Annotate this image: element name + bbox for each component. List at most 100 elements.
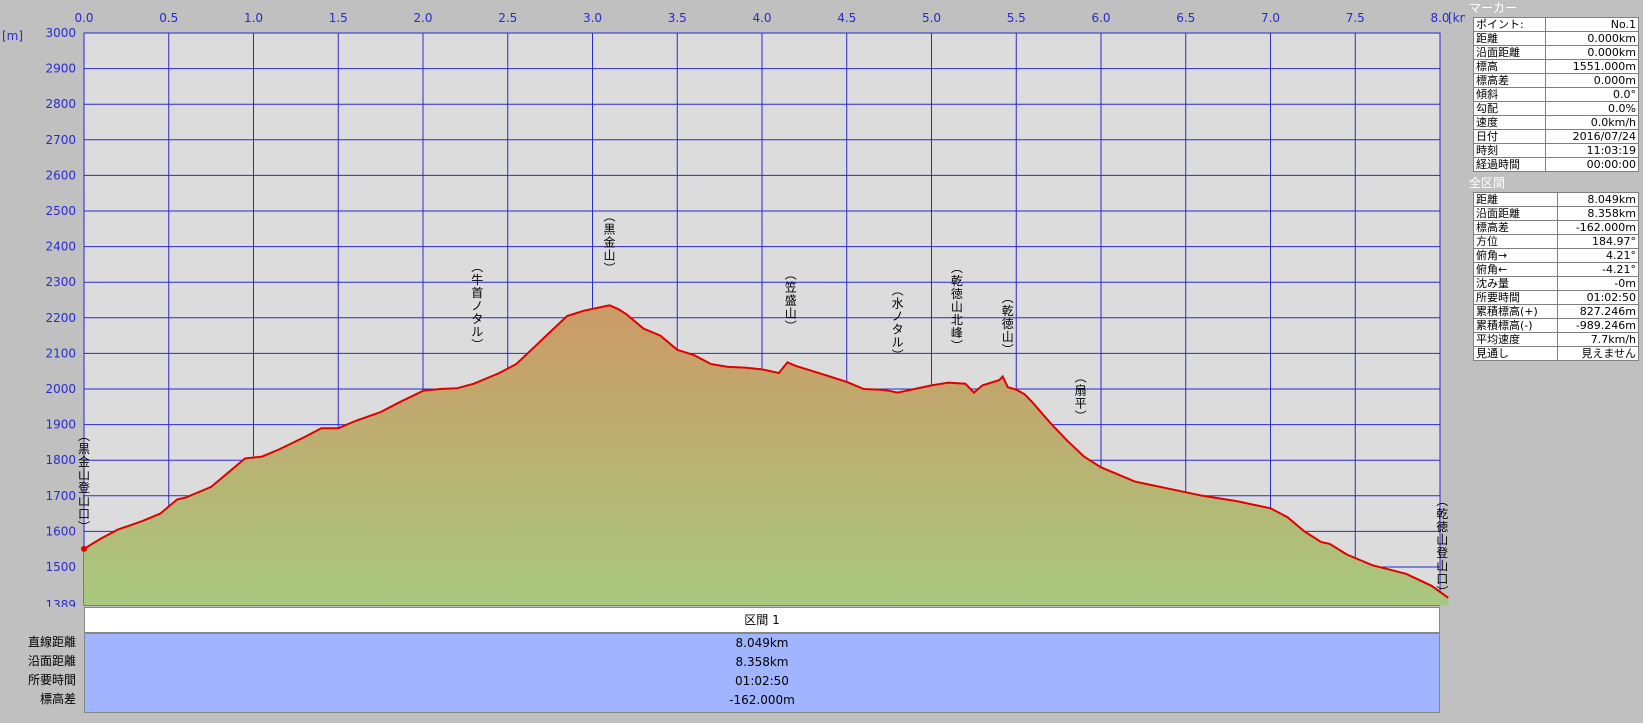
marker-label: 経過時間 <box>1473 157 1546 172</box>
y-tick-label: 1600 <box>45 524 76 538</box>
total-value: -989.246m <box>1556 318 1640 333</box>
total-label: 標高差 <box>1473 220 1558 235</box>
total-label: 所要時間 <box>1473 290 1558 305</box>
y-tick-label: 2300 <box>45 275 76 289</box>
marker-row: 日付 2016/07/24 <box>1473 129 1640 144</box>
total-row: 沈み量 -0m <box>1473 276 1640 291</box>
marker-value: 00:00:00 <box>1544 157 1640 172</box>
y-tick-label: 3000 <box>45 26 76 40</box>
marker-value: 0.0° <box>1544 87 1640 102</box>
marker-value: No.1 <box>1544 17 1640 32</box>
total-row: 俯角→ 4.21° <box>1473 248 1640 263</box>
total-value: 見えません <box>1556 346 1640 361</box>
total-label: 俯角← <box>1473 262 1558 277</box>
x-tick-label: 0.0 <box>74 11 93 25</box>
marker-value: 0.000m <box>1544 73 1640 88</box>
marker-row: 傾斜 0.0° <box>1473 87 1640 102</box>
x-tick-label: 8.0 <box>1430 11 1449 25</box>
peak-label: ︵牛首ノタル︶ <box>471 260 483 352</box>
total-value: 4.21° <box>1556 248 1640 263</box>
marker-label: 日付 <box>1473 129 1546 144</box>
marker-value: 0.0% <box>1544 101 1640 116</box>
x-unit-label: [km] <box>1448 11 1465 25</box>
total-label: 沈み量 <box>1473 276 1558 291</box>
marker-value: 1551.000m <box>1544 59 1640 74</box>
y-tick-label: 2000 <box>45 382 76 396</box>
marker-label: 勾配 <box>1473 101 1546 116</box>
section-row-value: 8.049km <box>735 636 789 650</box>
x-tick-label: 7.0 <box>1261 11 1280 25</box>
peak-label: ︵乾徳山登山口︶ <box>1436 494 1448 599</box>
y-tick-label: 2200 <box>45 311 76 325</box>
y-tick-label: 1700 <box>45 489 76 503</box>
section-row-value: -162.000m <box>729 693 795 707</box>
y-tick-label: 1900 <box>45 418 76 432</box>
section-row-label: 標高差 <box>39 692 76 706</box>
peak-label: ︵乾徳山︶ <box>1002 291 1014 357</box>
total-row: 所要時間 01:02:50 <box>1473 290 1640 305</box>
total-label: 見通し <box>1473 346 1558 361</box>
y-tick-label: 2700 <box>45 133 76 147</box>
total-value: -162.000m <box>1556 220 1640 235</box>
section-labels: 直線距離沿面距離所要時間標高差 <box>0 633 80 709</box>
current-point-marker[interactable] <box>81 545 87 552</box>
total-value: -4.21° <box>1556 262 1640 277</box>
y-tick-label: 1800 <box>45 453 76 467</box>
marker-value: 0.0km/h <box>1544 115 1640 130</box>
y-tick-label: 2500 <box>45 204 76 218</box>
y-tick-label: 2600 <box>45 168 76 182</box>
marker-label: 標高 <box>1473 59 1546 74</box>
peak-label: ︵水ノタル︶ <box>892 284 904 363</box>
marker-label: 沿面距離 <box>1473 45 1546 60</box>
total-value: 8.049km <box>1556 192 1640 207</box>
marker-value: 11:03:19 <box>1544 143 1640 158</box>
section-summary: 区間 1 直線距離 沿面距離 所要時間 標高差 8.049km 8.358km 01:02… <box>0 607 1465 723</box>
total-row: 平均速度 7.7km/h <box>1473 332 1640 347</box>
x-tick-label: 2.5 <box>498 11 517 25</box>
total-row: 見通し 見えません <box>1473 346 1640 361</box>
total-row: 沿面距離 8.358km <box>1473 206 1640 221</box>
total-label: 累積標高(+) <box>1473 304 1558 319</box>
total-value: 8.358km <box>1556 206 1640 221</box>
x-tick-label: 5.5 <box>1007 11 1026 25</box>
peak-label: ︵扇平︶ <box>1075 370 1087 423</box>
marker-value: 0.000km <box>1544 45 1640 60</box>
total-value: 7.7km/h <box>1556 332 1640 347</box>
y-tick-label: 2100 <box>45 346 76 360</box>
marker-panel-title: マーカー <box>1469 1 1518 15</box>
section-header[interactable]: 区間 1 <box>84 607 1440 633</box>
total-row: 距離 8.049km <box>1473 192 1640 207</box>
peak-label: ︵黒金山登山口︶ <box>78 429 90 534</box>
total-value: 827.246m <box>1556 304 1640 319</box>
elevation-area <box>84 305 1449 605</box>
x-tick-label: 4.5 <box>837 11 856 25</box>
section-row-label: 直線距離 <box>27 635 76 649</box>
y-tick-label: 1389 <box>45 598 76 607</box>
x-tick-label: 2.0 <box>413 11 432 25</box>
total-row: 標高差 -162.000m <box>1473 220 1640 235</box>
marker-row: 速度 0.0km/h <box>1473 115 1640 130</box>
x-tick-label: 6.0 <box>1091 11 1110 25</box>
y-tick-label: 1500 <box>45 560 76 574</box>
total-label: 平均速度 <box>1473 332 1558 347</box>
marker-row: 勾配 0.0% <box>1473 101 1640 116</box>
elevation-profile-chart[interactable]: 0.0 0.5 1.0 1.5 2.0 2.5 3.0 3.5 4.0 4.5 5.0 5.5 6.0 6… <box>0 0 1465 607</box>
total-table: 距離 8.049km 沿面距離 8.358km 標高差 -162.000m 方位 184.97… <box>1473 192 1640 361</box>
section-row-label: 沿面距離 <box>27 654 76 668</box>
section-row-value: 8.358km <box>735 655 789 669</box>
marker-row: 距離 0.000km <box>1473 31 1640 46</box>
marker-row: 時刻 11:03:19 <box>1473 143 1640 158</box>
section-row-label: 所要時間 <box>27 673 76 687</box>
x-tick-label: 7.5 <box>1346 11 1365 25</box>
x-tick-label: 6.5 <box>1176 11 1195 25</box>
total-label: 方位 <box>1473 234 1558 249</box>
marker-label: 速度 <box>1473 115 1546 130</box>
marker-value: 0.000km <box>1544 31 1640 46</box>
marker-label: 時刻 <box>1473 143 1546 158</box>
x-tick-label: 3.0 <box>583 11 602 25</box>
marker-table: ポイント: No.1 距離 0.000km 沿面距離 0.000km 標高 1551.000m… <box>1473 17 1640 172</box>
total-row: 俯角← -4.21° <box>1473 262 1640 277</box>
y-tick-label: 2400 <box>45 240 76 254</box>
marker-row: 標高 1551.000m <box>1473 59 1640 74</box>
total-value: -0m <box>1556 276 1640 291</box>
